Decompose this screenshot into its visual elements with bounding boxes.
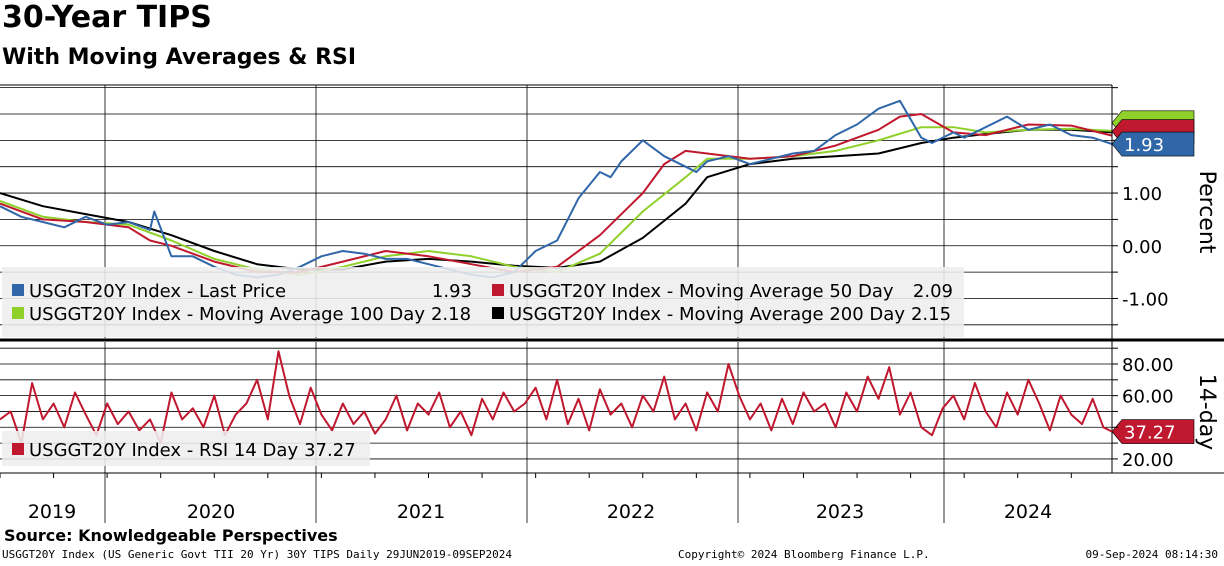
rsi-axis-label: 14-day xyxy=(1194,374,1219,450)
rsi-tick-label: 20.00 xyxy=(1122,450,1174,471)
last-price-value-flag-shape xyxy=(1111,131,1195,157)
legend-swatch xyxy=(492,284,504,296)
last-price-value-flag-label: 1.93 xyxy=(1124,135,1164,156)
rsi-y-axis: 20.00 60.00 80.00 14-day xyxy=(1112,347,1219,471)
rsi-value-flag-label: 37.27 xyxy=(1124,423,1176,444)
series-description: USGGT20Y Index (US Generic Govt TII 20 Y… xyxy=(2,548,512,561)
legend-series-value: 2.15 xyxy=(911,304,951,325)
moving-average-200-day-line xyxy=(0,128,1113,271)
x-axis: 2019 2020 2021 2022 2023 2024 xyxy=(0,473,1072,523)
legend-series-value: 2.18 xyxy=(431,304,471,325)
moving-average-50-day-line xyxy=(0,113,1113,274)
rsi-series-group xyxy=(0,350,1113,445)
price-tick-label: 1.00 xyxy=(1122,184,1162,205)
price-tick-label: -1.00 xyxy=(1122,289,1169,310)
legend-swatch xyxy=(12,307,24,319)
price-legend: USGGT20Y Index - Last Price 1.93 USGGT20Y … xyxy=(2,267,964,337)
year-label: 2024 xyxy=(1004,501,1052,523)
legend-series-name: USGGT20Y Index - Moving Average 50 Day xyxy=(509,281,894,302)
chart-area: -1.00 0.00 1.00 Percent 1.93 37.27 20.00 60.00… xyxy=(0,84,1224,523)
copyright-note: Copyright© 2024 Bloomberg Finance L.P. xyxy=(678,548,930,561)
legend-item-moving-average-100-day: USGGT20Y Index - Moving Average 100 Day 2… xyxy=(12,304,471,325)
rsi-tick-label: 60.00 xyxy=(1122,387,1174,408)
legend-item-moving-average-200-day: USGGT20Y Index - Moving Average 200 Day 2… xyxy=(492,304,951,325)
year-label: 2019 xyxy=(28,501,76,523)
legend-series-value: 37.27 xyxy=(304,440,356,461)
rsi-tick-label: 80.00 xyxy=(1122,355,1174,376)
year-label: 2022 xyxy=(607,501,655,523)
year-label: 2021 xyxy=(397,501,445,523)
timestamp: 09-Sep-2024 08:14:30 xyxy=(1085,548,1218,561)
rsi-legend: USGGT20Y Index - RSI 14 Day 37.27 xyxy=(2,431,370,466)
last-price-value-flag: 1.93 xyxy=(1111,131,1195,157)
year-label: 2020 xyxy=(187,501,235,523)
last-price-line xyxy=(0,99,1113,279)
price-axis-label: Percent xyxy=(1194,171,1219,254)
legend-swatch xyxy=(492,307,504,319)
price-y-axis: -1.00 0.00 1.00 Percent 1.93 37.27 xyxy=(1111,85,1219,473)
legend-series-name: USGGT20Y Index - Moving Average 100 Day xyxy=(29,304,425,325)
rsi-value-flag-shape xyxy=(1111,419,1195,444)
legend-series-value: 2.09 xyxy=(913,281,953,302)
rsi-legend-background xyxy=(2,431,370,466)
legend-series-value: 1.93 xyxy=(432,281,472,302)
rsi-value-flag: 37.27 xyxy=(1111,419,1195,444)
legend-swatch xyxy=(12,284,24,296)
price-tick-label: 0.00 xyxy=(1122,237,1162,258)
legends: USGGT20Y Index - Last Price 1.93 USGGT20Y … xyxy=(2,267,964,466)
price-legend-background xyxy=(2,267,964,337)
price-series-group xyxy=(0,99,1113,279)
chart-title: 30-Year TIPS xyxy=(2,0,212,35)
rsi-14-day-line xyxy=(0,350,1113,445)
source-note: Source: Knowledgeable Perspectives xyxy=(4,526,338,545)
legend-item-last-price: USGGT20Y Index - Last Price 1.93 xyxy=(12,281,472,302)
legend-series-name: USGGT20Y Index - Last Price xyxy=(29,281,286,302)
chart-subtitle: With Moving Averages & RSI xyxy=(2,45,357,70)
legend-item-moving-average-50-day: USGGT20Y Index - Moving Average 50 Day 2.… xyxy=(492,281,953,302)
legend-series-name: USGGT20Y Index - RSI 14 Day xyxy=(29,440,298,461)
legend-swatch xyxy=(12,443,24,455)
year-label: 2023 xyxy=(816,501,864,523)
legend-series-name: USGGT20Y Index - Moving Average 200 Day xyxy=(509,304,905,325)
moving-average-100-day-line xyxy=(0,126,1113,276)
